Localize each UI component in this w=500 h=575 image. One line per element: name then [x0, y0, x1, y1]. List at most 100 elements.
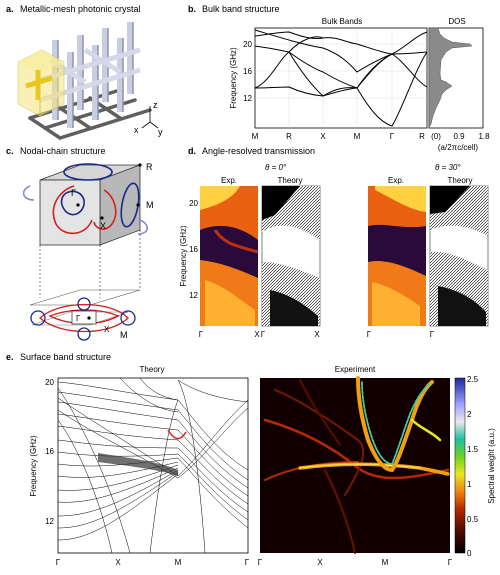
cbar-tick-05: 0.5	[467, 515, 479, 524]
theory-label-1: Theory	[278, 176, 303, 185]
band-5	[254, 29, 393, 73]
band-2	[254, 53, 428, 97]
exp-label-1: Exp.	[221, 176, 237, 185]
metallic-mesh-illustration: z x y	[17, 22, 163, 140]
axis-x: x	[134, 125, 139, 135]
dos-xtick-0: (0)	[431, 132, 441, 141]
bands-ytick-12: 12	[243, 94, 252, 103]
dos-xtick-18: 1.8	[478, 132, 490, 141]
bands-xtick-m2: M	[354, 132, 361, 141]
exp-label-2: Exp.	[388, 176, 404, 185]
panel-a-title: Metallic-mesh photonic crystal	[20, 4, 141, 14]
bz-point-m: M	[146, 200, 154, 210]
bands-ytick-20: 20	[243, 40, 252, 49]
panel-e-title: Surface band structure	[20, 352, 111, 362]
transmission-xtick-2: X	[254, 330, 260, 339]
surface-ytick-20: 20	[45, 378, 54, 387]
cbar-tick-25: 2.5	[467, 375, 479, 384]
panel-c: c. Nodal-chain structure R Γ M X	[6, 146, 154, 341]
panel-e: e. Surface band structure Theory Experim…	[6, 352, 496, 567]
sbz-point-x: X	[104, 325, 110, 334]
unit-cell-highlight	[17, 49, 65, 117]
surface-xtick-gamma-2: Γ	[245, 558, 250, 567]
sbz-point-m: M	[120, 330, 128, 340]
axis-y: y	[158, 127, 163, 137]
colorbar	[454, 377, 466, 554]
panel-a-letter: a.	[6, 4, 14, 14]
bands-gridlines	[255, 28, 427, 128]
bands-xtick-r1: R	[286, 132, 292, 141]
transmission-theory-0deg	[261, 185, 321, 327]
surface-ytick-12: 12	[45, 517, 54, 526]
brillouin-zone-cube	[22, 163, 149, 246]
dos-area	[428, 27, 473, 129]
transmission-exp-30deg	[368, 186, 426, 326]
band-3	[254, 45, 428, 89]
transmission-xtick-6: Γ	[430, 330, 435, 339]
panel-c-title: Nodal-chain structure	[20, 146, 106, 156]
panel-c-letter: c.	[6, 146, 14, 156]
cbar-tick-0: 0	[467, 549, 472, 558]
angle-0: θ = 0°	[265, 163, 287, 172]
surface-band-highlight	[167, 429, 187, 440]
exp-xtick-gamma-1: Γ	[258, 558, 263, 567]
bands-xtick-r2: R	[419, 132, 425, 141]
surface-xtick-x-1: X	[115, 558, 121, 567]
exp-xtick-x: X	[317, 558, 323, 567]
panel-b: b. Bulk band structure Bulk Bands DOS Fr…	[188, 4, 490, 152]
experiment-label-e: Experiment	[335, 365, 376, 374]
cbar-tick-1: 1	[467, 480, 472, 489]
dos-xtick-09: 0.9	[453, 132, 465, 141]
bands-plot-frame	[254, 27, 428, 129]
transmission-exp-0deg	[200, 186, 259, 326]
transmission-xtick-1: Γ	[199, 330, 204, 339]
panel-b-title: Bulk band structure	[202, 4, 280, 14]
axes-glyph	[141, 106, 159, 129]
panel-d-title: Angle-resolved transmission	[202, 146, 315, 156]
dos-label: DOS	[448, 17, 465, 26]
theory-label-2: Theory	[448, 176, 473, 185]
cbar-tick-15: 1.5	[467, 445, 479, 454]
surface-theory-plot	[57, 377, 249, 554]
exp-xtick-m: M	[382, 558, 389, 567]
surface-experiment-heatmap	[260, 376, 450, 554]
surface-ylabel: Frequency (GHz)	[29, 435, 38, 497]
surface-xtick-m-1: M	[175, 558, 182, 567]
band-6	[288, 36, 324, 53]
bands-ylabel: Frequency (GHz)	[229, 47, 238, 109]
transmission-ytick-20: 20	[189, 199, 198, 208]
band-curves	[254, 29, 428, 127]
bulk-bands-label: Bulk Bands	[322, 17, 362, 26]
transmission-ytick-16: 16	[189, 245, 198, 254]
sbz-point-gamma: Γ	[76, 314, 81, 323]
dos-unit: (a/2πc/cell)	[438, 143, 479, 152]
panel-e-letter: e.	[6, 352, 14, 362]
panel-d-letter: d.	[188, 146, 196, 156]
panel-a: a. Metallic-mesh photonic crystal	[6, 4, 163, 140]
surface-xtick-gamma-1: Γ	[56, 558, 61, 567]
transmission-xtick-4: X	[314, 330, 320, 339]
surface-ytick-16: 16	[45, 447, 54, 456]
exp-xtick-gamma-2: Γ	[448, 558, 453, 567]
cbar-label: Spectral weight (a.u.)	[487, 428, 496, 504]
transmission-xtick-5: Γ	[367, 330, 372, 339]
transmission-xtick-3: Γ	[261, 330, 266, 339]
axis-z: z	[153, 100, 158, 110]
bz-point-x: X	[100, 221, 106, 231]
band-1	[254, 51, 428, 127]
bands-xtick-x: X	[320, 132, 326, 141]
transmission-theory-30deg	[429, 185, 489, 327]
band-4	[254, 31, 428, 55]
theory-label-e: Theory	[140, 365, 165, 374]
panel-d: d. Angle-resolved transmission θ = 0° θ …	[179, 146, 489, 339]
bz-point-r: R	[146, 162, 153, 172]
bands-xtick-gamma: Γ	[390, 132, 395, 141]
bands-ytick-16: 16	[243, 67, 252, 76]
bz-point-gamma: Γ	[71, 188, 76, 198]
bands-xtick-m1: M	[252, 132, 259, 141]
transmission-ylabel: Frequency (GHz)	[179, 225, 188, 287]
cbar-tick-2: 2	[467, 410, 472, 419]
transmission-ytick-12: 12	[189, 291, 198, 300]
panel-b-letter: b.	[188, 4, 196, 14]
surface-brillouin-zone	[29, 289, 141, 341]
